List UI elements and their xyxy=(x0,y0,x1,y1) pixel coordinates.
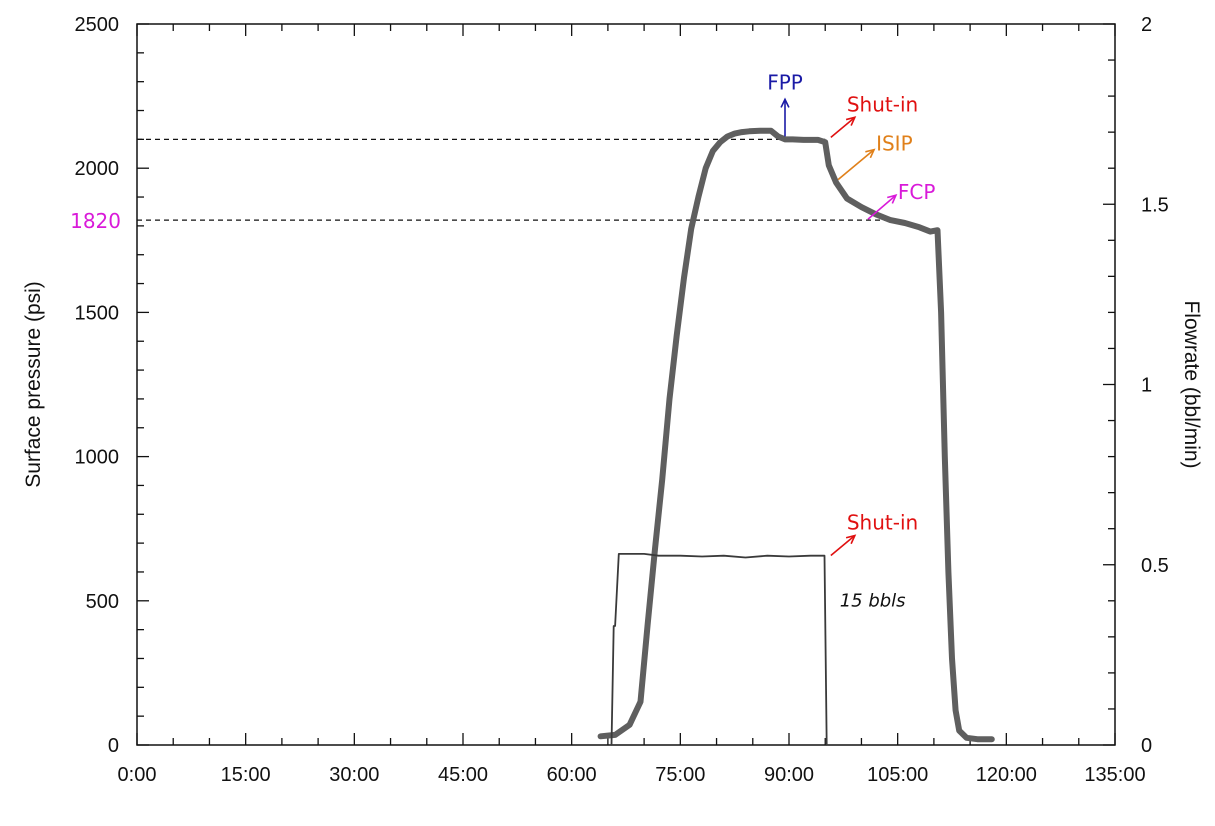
x-tick-label: 105:00 xyxy=(867,764,928,786)
y-tick-label: 1500 xyxy=(75,302,120,324)
x-tick-label: 0:00 xyxy=(118,764,157,786)
y-tick-label: 1000 xyxy=(75,447,120,469)
y-axis-title: Surface pressure (psi) xyxy=(22,281,45,488)
fpp-arrow-head xyxy=(780,97,790,108)
fcp-arrow-head xyxy=(887,194,898,204)
annotation-label: 15 bbls xyxy=(840,591,906,612)
axis-tick-labels: 0:00 15:00 30:00 45:00 60:00 75:00 90:00 105:00… xyxy=(75,14,1169,786)
x-tick-label: 90:00 xyxy=(764,764,814,786)
shut-in-arrow-head xyxy=(845,116,857,126)
annotation-label: 1820 xyxy=(70,209,121,233)
y2-tick-label: 0.5 xyxy=(1141,555,1169,577)
x-tick-label: 30:00 xyxy=(329,764,379,786)
y-tick-label: 0 xyxy=(108,735,119,757)
reference-lines xyxy=(137,138,891,221)
x-tick-label: 135:00 xyxy=(1084,764,1145,786)
x-tick-label: 45:00 xyxy=(438,764,488,786)
shut-in-arrow xyxy=(830,116,856,138)
annotation-label: Shut-in xyxy=(847,92,918,116)
annotation-label: FCP xyxy=(898,180,936,204)
y-tick-label: 500 xyxy=(86,591,119,613)
x-tick-label: 60:00 xyxy=(547,764,597,786)
y2-tick-label: 1 xyxy=(1141,375,1152,397)
plot-frame xyxy=(136,23,1116,746)
y2-tick-label: 1.5 xyxy=(1141,194,1169,216)
axis-ticks xyxy=(136,23,1116,746)
flowrate-line xyxy=(610,553,828,746)
annotation-label: ISIP xyxy=(876,132,913,156)
shut-in-arrow xyxy=(830,534,856,557)
fcp-arrow xyxy=(867,194,897,220)
y2-axis-title: Flowrate (bbl/min) xyxy=(1180,300,1203,468)
annotation-label: FPP xyxy=(767,70,803,94)
shut-in-arrow-head xyxy=(845,534,857,545)
annotations: FPP Shut-in ISIP FCP Shut-in 1820 15 bbls xyxy=(70,70,935,611)
y-tick-label: 2500 xyxy=(75,14,120,36)
y2-tick-label: 0 xyxy=(1141,735,1152,757)
x-tick-label: 15:00 xyxy=(221,764,271,786)
x-tick-label: 120:00 xyxy=(976,764,1037,786)
annotation-label: Shut-in xyxy=(847,511,918,535)
y-tick-label: 2000 xyxy=(75,158,120,180)
pressure-line xyxy=(597,127,995,743)
isip-arrow xyxy=(837,149,875,181)
data-series xyxy=(597,127,995,746)
y2-tick-label: 2 xyxy=(1141,14,1152,36)
isip-arrow-head xyxy=(865,148,876,159)
x-tick-label: 75:00 xyxy=(655,764,705,786)
